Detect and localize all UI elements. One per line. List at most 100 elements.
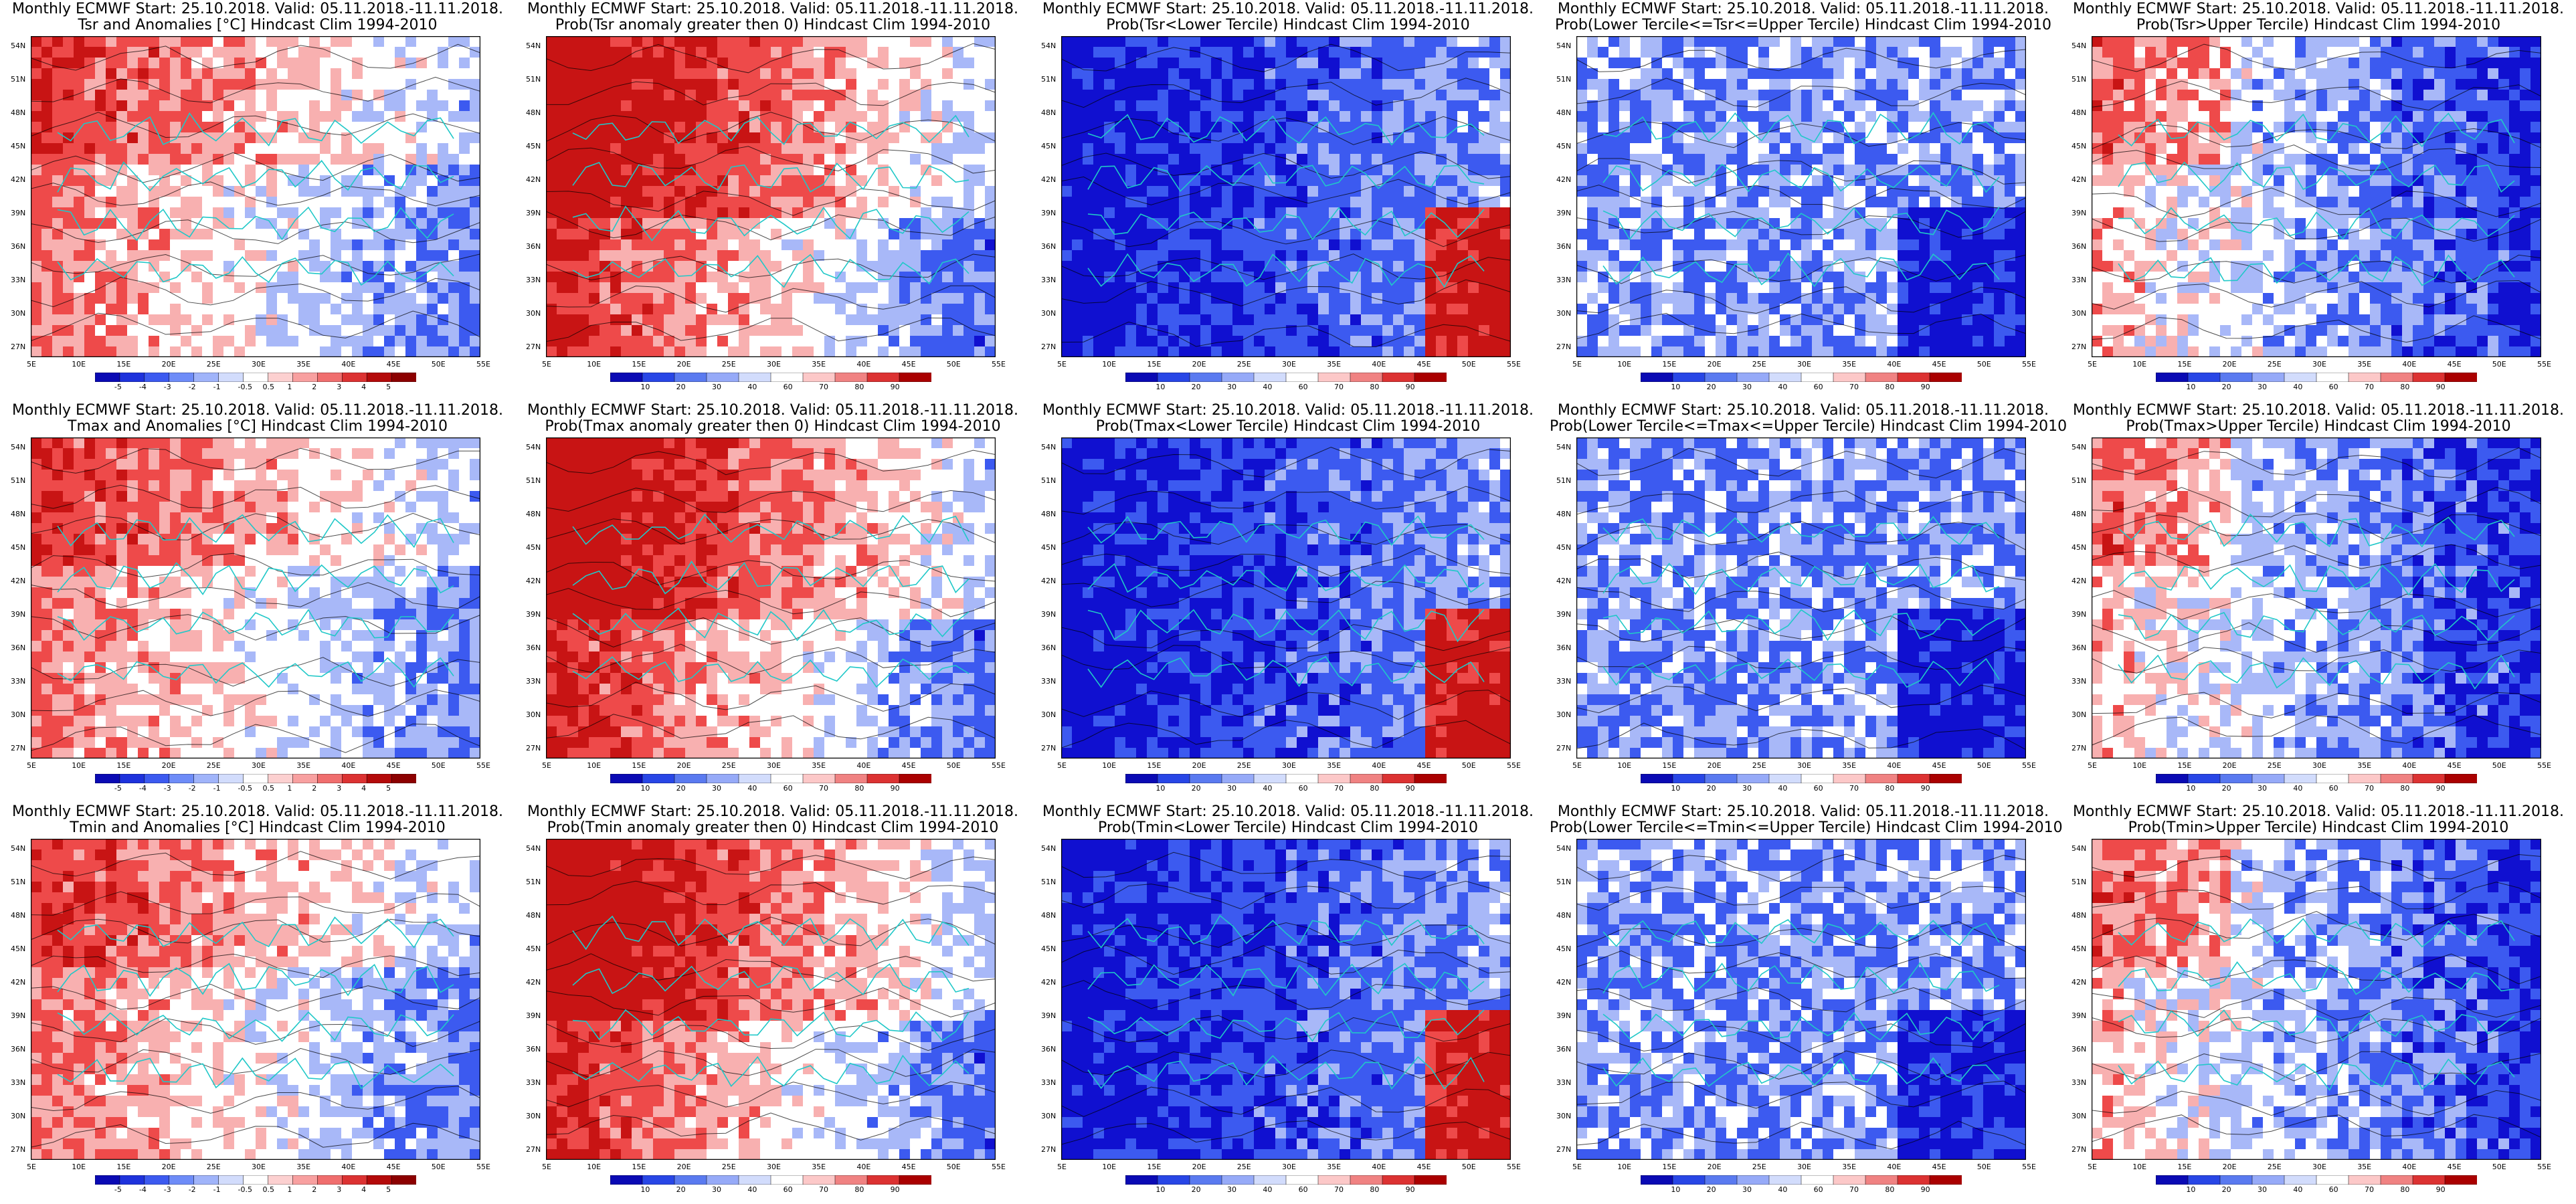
- field-cell: [1823, 154, 1834, 165]
- field-cell: [610, 154, 622, 165]
- field-cell: [781, 272, 793, 283]
- field-cell: [567, 207, 579, 219]
- field-cell: [277, 175, 288, 187]
- field-cell: [717, 132, 729, 144]
- field-cell: [266, 154, 278, 165]
- field-cell: [331, 165, 342, 176]
- field-cell: [459, 336, 470, 347]
- field-cell: [1329, 218, 1340, 229]
- field-cell: [921, 186, 932, 197]
- field-cell: [266, 111, 278, 122]
- field-cell: [63, 90, 74, 101]
- field-cell: [953, 154, 964, 165]
- field-cell: [416, 47, 428, 58]
- field-cell: [739, 239, 750, 251]
- field-cell: [384, 272, 395, 283]
- field-cell: [1179, 325, 1190, 336]
- field-cell: [1179, 314, 1190, 326]
- field-cell: [953, 90, 964, 101]
- latitude-label: 30N: [526, 309, 541, 318]
- field-cell: [792, 282, 804, 294]
- field-cell: [1790, 175, 1802, 187]
- field-cell: [974, 111, 986, 122]
- field-cell: [1812, 261, 1823, 272]
- field-cell: [1780, 175, 1791, 187]
- field-cell: [95, 186, 106, 197]
- field-cell: [2005, 79, 2016, 90]
- field-cell: [331, 68, 342, 80]
- field-cell: [1500, 36, 1511, 47]
- field-cell: [1587, 68, 1598, 80]
- field-cell: [739, 314, 750, 326]
- field-cell: [1919, 175, 1930, 187]
- field-cell: [1393, 197, 1404, 208]
- field-cell: [1318, 186, 1329, 197]
- field-cell: [74, 325, 85, 336]
- field-cell: [963, 314, 975, 326]
- field-cell: [352, 346, 363, 357]
- field-cell: [1587, 143, 1598, 155]
- field-cell: [1350, 154, 1362, 165]
- field-cell: [1780, 100, 1791, 112]
- field-cell: [470, 36, 480, 47]
- field-cell: [578, 250, 589, 262]
- field-cell: [1919, 207, 1930, 219]
- field-cell: [985, 122, 996, 133]
- field-cell: [1382, 261, 1394, 272]
- field-cell: [1115, 36, 1126, 47]
- field-cell: [878, 282, 889, 294]
- field-cell: [846, 100, 857, 112]
- field-cell: [234, 58, 246, 69]
- field-cell: [1694, 186, 1706, 197]
- field-cell: [557, 100, 568, 112]
- field-cell: [320, 132, 331, 144]
- field-cell: [1265, 239, 1276, 251]
- field-cell: [234, 175, 246, 187]
- field-cell: [438, 336, 449, 347]
- field-cell: [1243, 111, 1255, 122]
- field-cell: [448, 100, 460, 112]
- field-cell: [1083, 197, 1094, 208]
- field-cell: [1651, 111, 1663, 122]
- field-cell: [1061, 282, 1073, 294]
- field-cell: [781, 154, 793, 165]
- field-cell: [856, 336, 868, 347]
- map-panel: Monthly ECMWF Start: 25.10.2018. Valid: …: [1550, 1, 2057, 400]
- field-cell: [717, 197, 729, 208]
- field-cell: [1104, 346, 1115, 357]
- field-cell: [106, 261, 117, 272]
- field-cell: [1265, 175, 1276, 187]
- field-cell: [856, 175, 868, 187]
- field-cell: [1651, 218, 1663, 229]
- field-cell: [985, 293, 996, 304]
- field-cell: [1898, 58, 1909, 69]
- field-cell: [1694, 90, 1706, 101]
- field-cell: [384, 325, 395, 336]
- field-cell: [149, 272, 160, 283]
- field-cell: [856, 132, 868, 144]
- field-cell: [899, 165, 911, 176]
- field-cell: [600, 79, 611, 90]
- colorbar-swatch: [706, 372, 739, 383]
- field-cell: [963, 282, 975, 294]
- field-cell: [1726, 250, 1738, 262]
- field-cell: [52, 218, 64, 229]
- field-cell: [1651, 293, 1663, 304]
- field-cell: [931, 250, 943, 262]
- field-cell: [234, 346, 246, 357]
- map-panel: Monthly ECMWF Start: 25.10.2018. Valid: …: [519, 1, 1026, 400]
- field-cell: [1372, 261, 1383, 272]
- field-cell: [717, 261, 729, 272]
- field-cell: [1072, 346, 1083, 357]
- field-cell: [213, 336, 224, 347]
- field-cell: [138, 132, 149, 144]
- field-cell: [824, 325, 836, 336]
- field-cell: [213, 197, 224, 208]
- field-cell: [170, 175, 181, 187]
- field-cell: [664, 36, 675, 47]
- field-cell: [1350, 111, 1362, 122]
- field-cell: [191, 261, 203, 272]
- field-cell: [1630, 79, 1641, 90]
- field-cell: [1158, 132, 1169, 144]
- field-cell: [149, 229, 160, 240]
